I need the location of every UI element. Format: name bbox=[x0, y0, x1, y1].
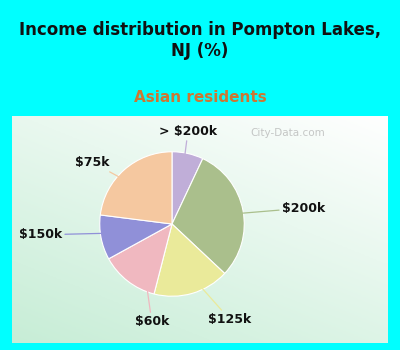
Text: $150k: $150k bbox=[19, 228, 123, 242]
Text: $125k: $125k bbox=[187, 271, 252, 326]
Text: Asian residents: Asian residents bbox=[134, 90, 266, 105]
Text: $60k: $60k bbox=[134, 264, 169, 328]
Wedge shape bbox=[100, 215, 172, 259]
Wedge shape bbox=[109, 224, 172, 294]
Text: Income distribution in Pompton Lakes,
NJ (%): Income distribution in Pompton Lakes, NJ… bbox=[19, 21, 381, 60]
Wedge shape bbox=[100, 152, 172, 224]
Text: > $200k: > $200k bbox=[159, 125, 217, 179]
Wedge shape bbox=[172, 152, 203, 224]
Wedge shape bbox=[172, 159, 244, 273]
Text: $75k: $75k bbox=[75, 156, 138, 188]
Wedge shape bbox=[154, 224, 225, 296]
Text: City-Data.com: City-Data.com bbox=[251, 128, 325, 138]
Text: $200k: $200k bbox=[221, 202, 325, 215]
